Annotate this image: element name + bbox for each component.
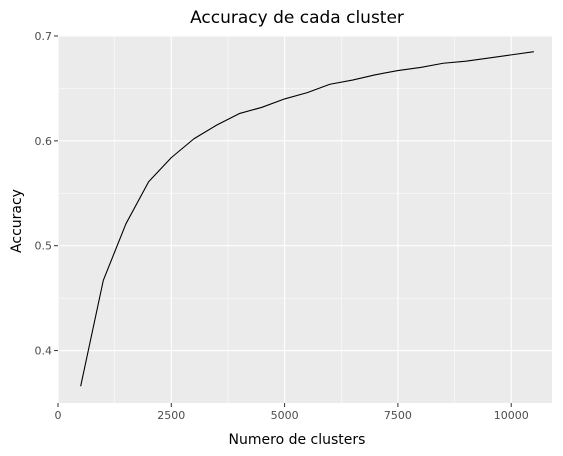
chart-title: Accuracy de cada cluster [190,8,404,28]
x-tick-label: 2500 [157,409,185,422]
major-gridlines [57,35,552,403]
y-tick-label: 0.5 [35,240,53,253]
y-tick-label: 0.6 [35,135,53,148]
y-axis-label: Accuracy [9,189,25,253]
x-tick-label: 7500 [384,409,412,422]
y-tick-label: 0.4 [35,345,53,358]
x-axis-label: Numero de clusters [229,432,366,448]
y-axis: 0.4 0.5 0.6 0.7 [35,30,58,358]
x-tick-label: 5000 [271,409,299,422]
y-tick-label: 0.7 [35,30,53,43]
accuracy-series-line [80,51,534,387]
series-layer [80,51,534,387]
x-tick-label: 10000 [494,409,529,422]
x-axis: 0 2500 5000 7500 10000 [55,403,529,422]
plot-panel [58,36,552,403]
minor-gridlines [58,36,552,403]
x-tick-label: 0 [55,409,62,422]
